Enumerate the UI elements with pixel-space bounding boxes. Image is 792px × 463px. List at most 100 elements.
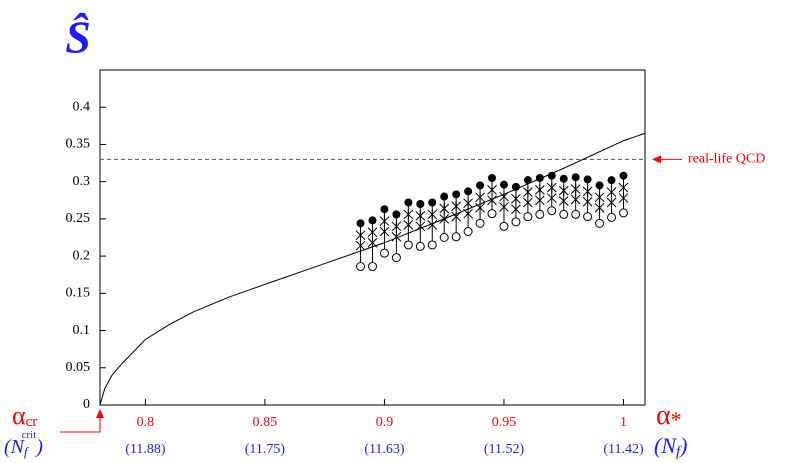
- superscript: crit: [22, 429, 37, 441]
- point-open: [535, 209, 545, 219]
- point-open: [415, 241, 425, 251]
- point-open: [439, 233, 449, 242]
- point-filled: [404, 198, 413, 207]
- plot-frame: [99, 69, 646, 406]
- point-cross: [570, 194, 581, 205]
- subscript: *: [671, 407, 682, 432]
- reference-arrowhead: [652, 155, 661, 164]
- point-open: [607, 212, 617, 222]
- point-star: [606, 186, 617, 198]
- point-star: [582, 185, 593, 197]
- open: (N: [4, 436, 26, 458]
- x-axis-label: α*: [656, 400, 682, 432]
- point-star: [391, 220, 402, 232]
- point-cross: [487, 195, 497, 206]
- x-second-tick-label: (11.88): [125, 442, 166, 457]
- point-filled: [464, 187, 473, 196]
- point-star: [367, 226, 378, 238]
- reference-label: real-life QCD: [688, 152, 765, 167]
- point-star: [558, 185, 569, 197]
- point-filled: [476, 181, 485, 190]
- x-second-tick-label: (11.52): [484, 442, 525, 457]
- point-open: [391, 253, 401, 263]
- point-open: [595, 218, 605, 228]
- x-second-label: (Nf): [654, 433, 688, 460]
- point-filled: [356, 219, 365, 228]
- point-cross: [499, 202, 509, 212]
- point-cross: [558, 196, 569, 206]
- point-filled: [547, 171, 556, 180]
- point-star: [379, 215, 390, 227]
- point-star: [570, 183, 581, 195]
- point-cross: [594, 202, 605, 213]
- point-star: [618, 182, 629, 194]
- point-open: [379, 248, 389, 258]
- point-star: [594, 191, 605, 203]
- point-cross: [511, 204, 521, 215]
- point-open: [583, 212, 593, 222]
- point-cross: [451, 211, 462, 222]
- point-filled: [535, 173, 544, 182]
- point-open: [451, 232, 461, 242]
- x-tick-label: 1: [620, 415, 627, 430]
- symbol: α: [656, 400, 671, 431]
- point-filled: [619, 171, 628, 180]
- point-filled: [511, 182, 520, 191]
- point-star: [451, 200, 462, 212]
- symbol: α: [12, 401, 26, 430]
- point-star: [546, 182, 557, 194]
- point-cross: [379, 226, 390, 237]
- point-filled: [440, 192, 449, 201]
- point-star: [439, 202, 450, 214]
- point-star: [523, 186, 533, 198]
- x-tick-label: 0.9: [376, 415, 394, 430]
- point-star: [415, 210, 426, 222]
- x-second-tick-label: (11.63): [364, 442, 405, 457]
- point-filled: [392, 210, 401, 219]
- point-open: [463, 227, 473, 237]
- point-open: [368, 262, 377, 272]
- x-tick-label: 0.85: [253, 415, 278, 430]
- point-cross: [582, 196, 593, 207]
- curve: [99, 132, 646, 406]
- point-cross: [439, 214, 450, 224]
- point-filled: [583, 175, 592, 184]
- point-open: [499, 221, 509, 231]
- point-open: [427, 240, 437, 250]
- point-filled: [571, 173, 580, 182]
- y-tick-label: 0.25: [66, 211, 91, 226]
- point-filled: [523, 176, 532, 185]
- close: ): [35, 436, 43, 458]
- point-open: [511, 217, 521, 227]
- point-filled: [416, 200, 425, 208]
- point-open: [559, 209, 569, 219]
- close: ): [678, 433, 687, 458]
- subscript: f: [24, 444, 30, 459]
- point-cross: [427, 219, 438, 230]
- point-filled: [607, 176, 616, 185]
- y-tick-label: 0.3: [73, 174, 91, 189]
- point-cross: [367, 237, 378, 248]
- origin-arrowhead: [96, 409, 104, 418]
- point-filled: [428, 198, 437, 207]
- point-cross: [523, 197, 533, 208]
- x-second-tick-label: (11.75): [245, 442, 286, 457]
- origin-arrow: [60, 416, 101, 433]
- subscript: f: [676, 444, 682, 460]
- point-open: [403, 240, 413, 250]
- y-tick-label: 0.35: [66, 137, 91, 152]
- x-tick-label: 0.8: [137, 415, 155, 430]
- x-origin-second-label: (Nf crit): [4, 429, 43, 459]
- point-cross: [415, 221, 426, 232]
- point-cross: [475, 202, 485, 213]
- point-star: [403, 208, 414, 220]
- y-tick-label: 0: [83, 397, 90, 412]
- point-open: [618, 208, 628, 218]
- point-open: [356, 262, 366, 272]
- y-tick-label: 0.15: [66, 286, 91, 301]
- point-star: [534, 184, 545, 196]
- point-cross: [391, 231, 402, 242]
- point-star: [427, 208, 438, 220]
- x-second-tick-label: (11.42): [603, 442, 644, 457]
- point-filled: [595, 181, 604, 190]
